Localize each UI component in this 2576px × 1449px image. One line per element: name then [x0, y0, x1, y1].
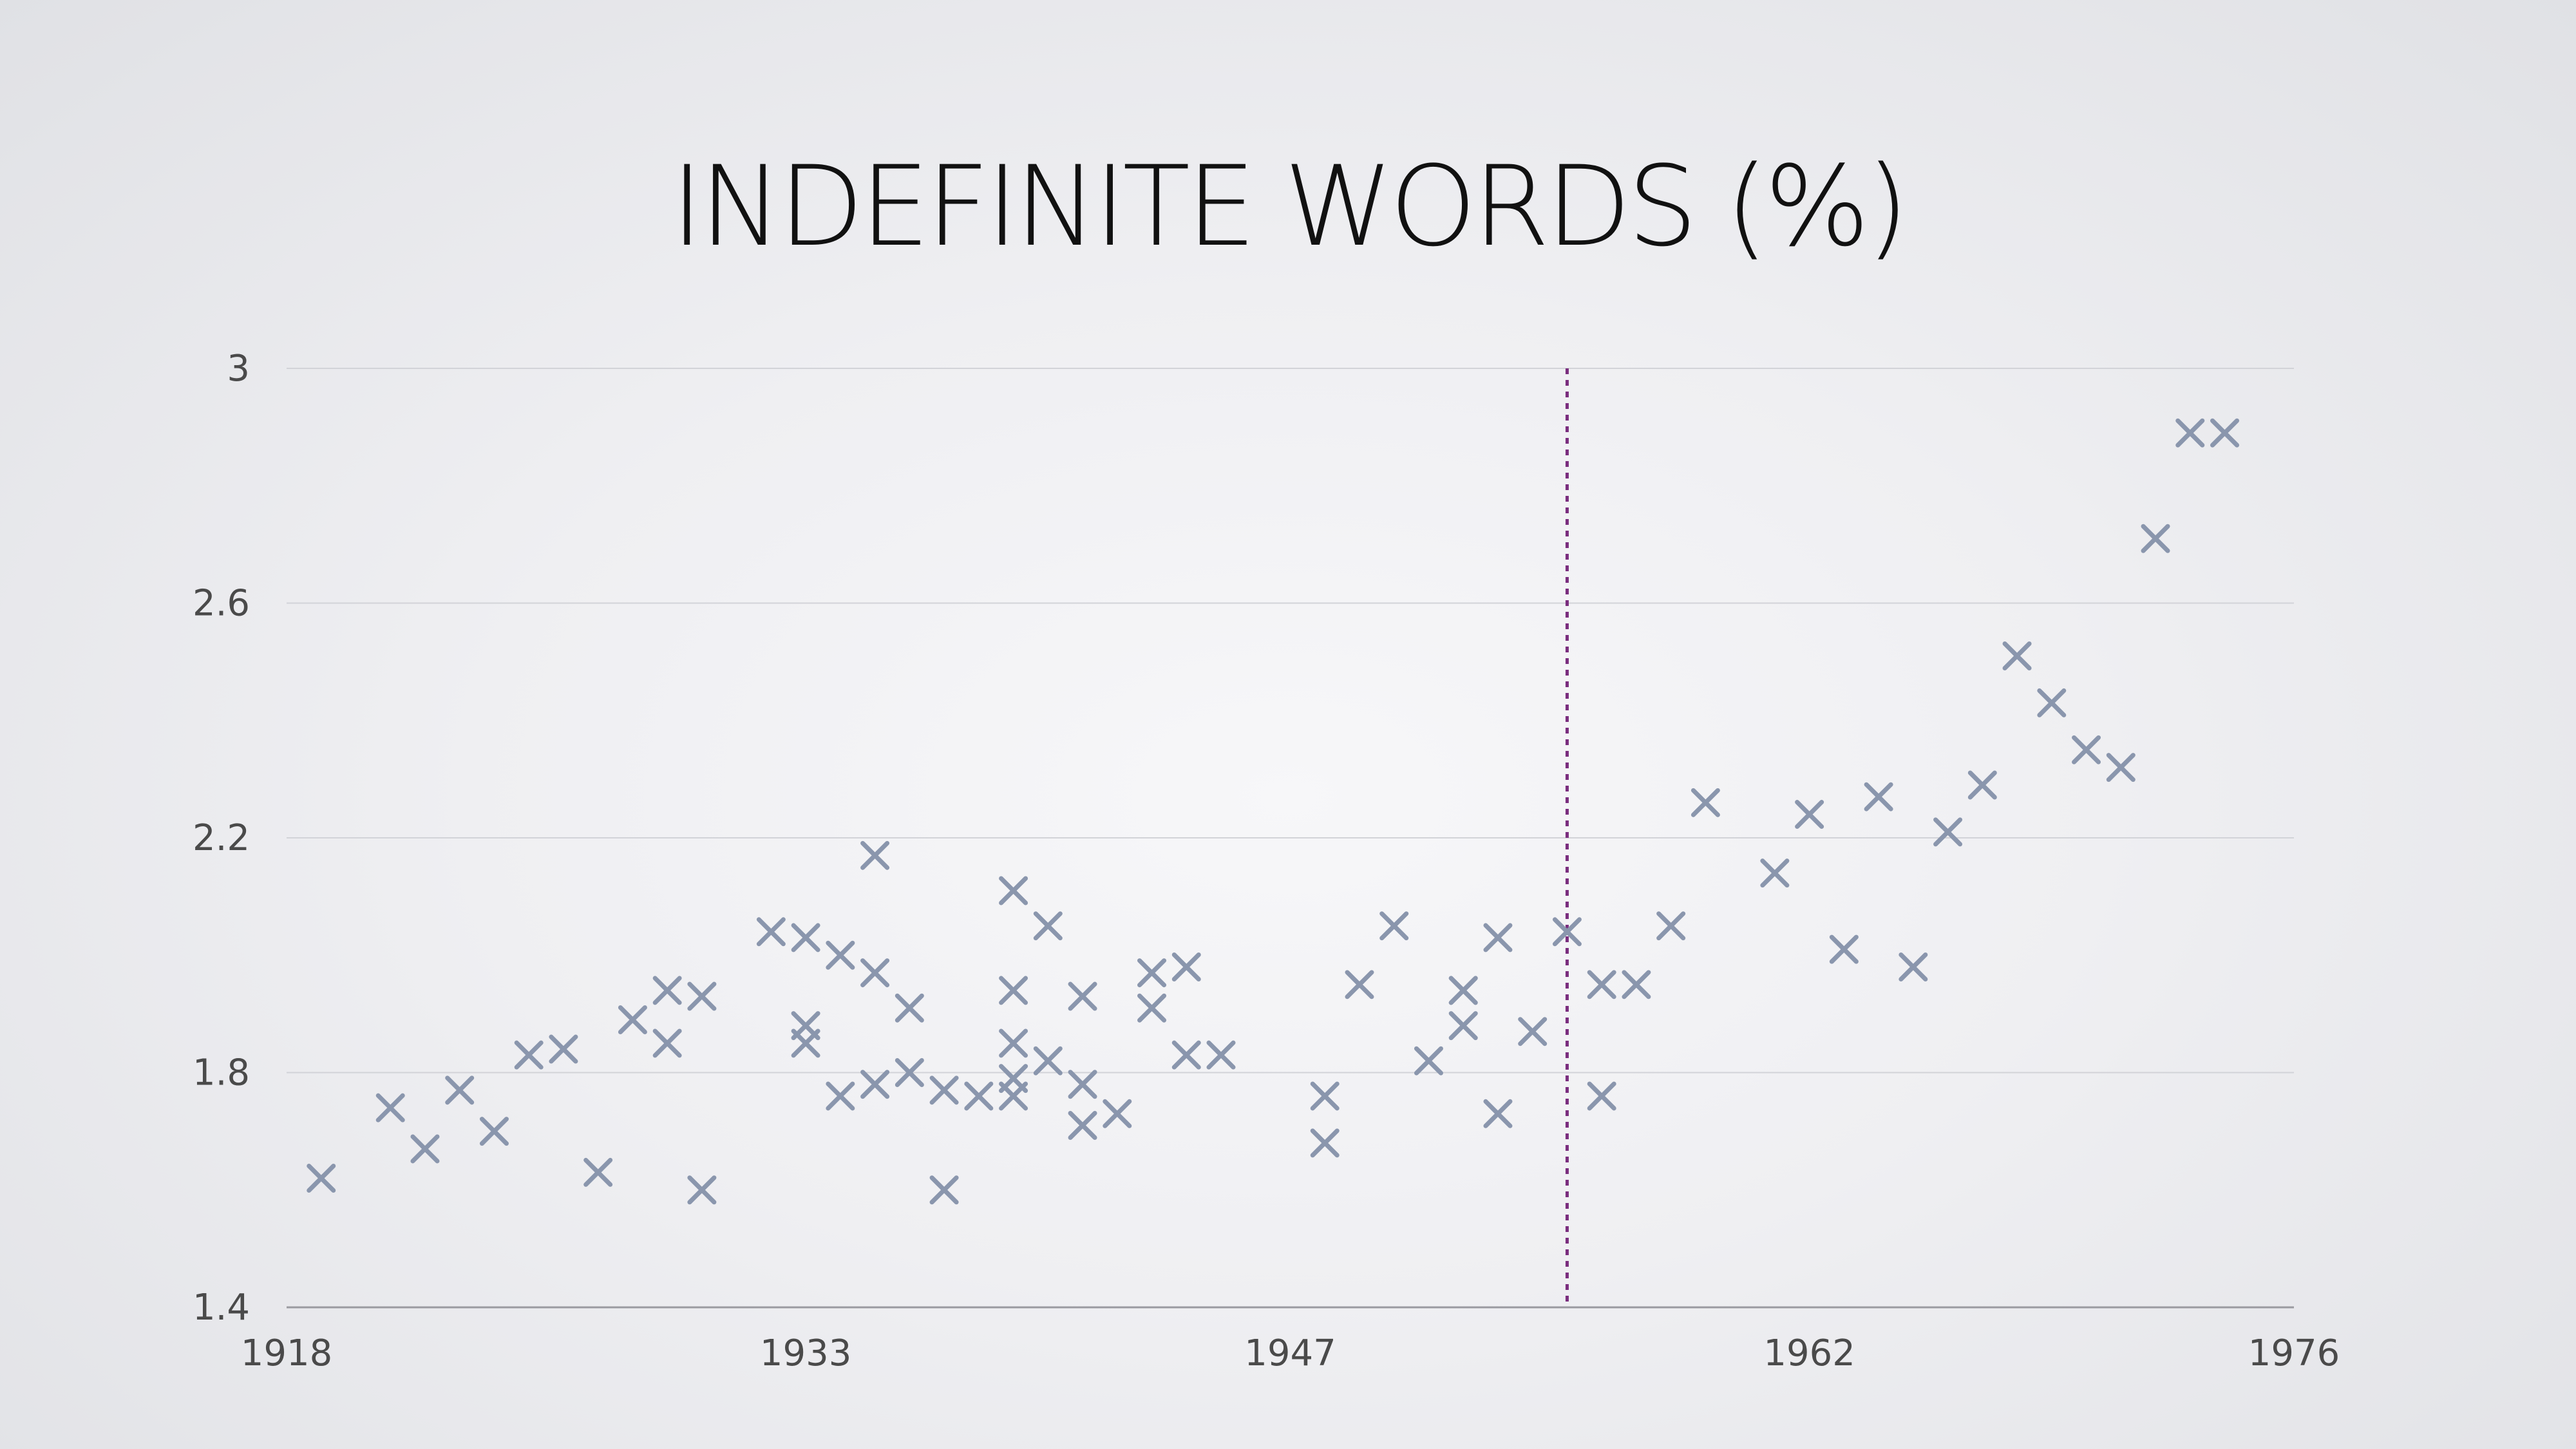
- data-point: [652, 976, 682, 1005]
- data-point: [1587, 1081, 1616, 1111]
- data-point: [514, 1040, 544, 1070]
- data-point: [375, 1093, 405, 1122]
- data-point: [479, 1117, 509, 1146]
- data-point: [2175, 418, 2205, 448]
- data-point: [1379, 911, 1409, 941]
- data-point: [999, 976, 1028, 1005]
- y-tick-label: 2.6: [193, 583, 250, 625]
- data-point: [826, 1081, 855, 1111]
- data-point: [860, 958, 890, 988]
- data-point: [1171, 952, 1201, 981]
- data-point: [756, 917, 786, 947]
- data-point: [895, 993, 924, 1023]
- data-point: [652, 1028, 682, 1058]
- data-point: [1310, 1081, 1340, 1111]
- data-point: [618, 1005, 647, 1034]
- x-tick-label: 1962: [1763, 1332, 1855, 1374]
- data-point: [1483, 1099, 1513, 1128]
- data-point: [929, 1175, 959, 1205]
- data-point: [999, 1081, 1028, 1111]
- data-point: [1345, 970, 1374, 999]
- data-point: [929, 1075, 959, 1105]
- data-point: [791, 1011, 820, 1041]
- data-point: [1171, 1040, 1201, 1070]
- chart-title: INDEFINITE WORDS (%): [670, 142, 1909, 271]
- data-point: [791, 923, 820, 952]
- x-tick-label: 1947: [1244, 1332, 1336, 1374]
- data-point: [687, 981, 717, 1011]
- y-tick-label: 1.8: [193, 1052, 250, 1094]
- data-point: [860, 1070, 890, 1099]
- data-point: [1033, 1046, 1063, 1075]
- data-point: [1795, 800, 1824, 829]
- data-point: [1933, 817, 1963, 847]
- data-point: [1552, 917, 1582, 947]
- data-point: [1760, 858, 1790, 888]
- x-tick-label: 1918: [241, 1332, 333, 1374]
- data-point: [2106, 753, 2136, 782]
- data-point: [1137, 993, 1167, 1023]
- x-axis-tick-labels: 1918 1933 1947 1962 1976: [241, 1332, 2340, 1374]
- data-point: [1967, 770, 1997, 800]
- data-point: [1656, 911, 1686, 941]
- data-point: [999, 1028, 1028, 1058]
- y-tick-label: 3: [227, 348, 250, 390]
- data-point: [2072, 735, 2101, 764]
- data-point: [687, 1175, 717, 1205]
- y-tick-label: 2.2: [193, 817, 250, 859]
- data-point: [1622, 970, 1651, 999]
- data-point: [895, 1058, 924, 1087]
- data-point: [1414, 1046, 1443, 1075]
- data-point: [2002, 641, 2032, 671]
- data-points: [307, 418, 2240, 1205]
- data-point: [2210, 418, 2240, 448]
- data-point: [964, 1081, 994, 1111]
- data-point: [2037, 688, 2067, 717]
- data-point: [860, 840, 890, 870]
- data-point: [1899, 952, 1928, 981]
- data-point: [1068, 1070, 1097, 1099]
- data-point: [826, 940, 855, 970]
- data-point: [2141, 524, 2170, 553]
- data-point: [445, 1075, 475, 1105]
- data-point: [999, 876, 1028, 905]
- data-point: [1137, 958, 1167, 988]
- y-axis-tick-labels: 1.4 1.8 2.2 2.6 3: [193, 348, 250, 1329]
- gridlines: [287, 368, 2294, 1309]
- data-point: [1483, 923, 1513, 952]
- data-point: [583, 1157, 613, 1187]
- data-point: [1033, 911, 1063, 941]
- data-point: [549, 1034, 578, 1064]
- y-tick-label: 1.4: [193, 1287, 250, 1329]
- x-tick-label: 1933: [760, 1332, 852, 1374]
- x-tick-label: 1976: [2248, 1332, 2340, 1374]
- data-point: [1690, 788, 1720, 817]
- data-point: [1864, 782, 1893, 811]
- data-point: [1068, 1111, 1097, 1141]
- data-point: [307, 1164, 336, 1193]
- data-point: [1518, 1017, 1548, 1046]
- data-point: [1448, 976, 1478, 1005]
- data-point: [1103, 1099, 1132, 1128]
- data-point: [1587, 970, 1616, 999]
- data-point: [1448, 1011, 1478, 1041]
- data-point: [1068, 981, 1097, 1011]
- data-point: [1829, 934, 1859, 964]
- data-point: [1206, 1040, 1236, 1070]
- data-point: [410, 1134, 440, 1164]
- data-point: [1310, 1128, 1340, 1158]
